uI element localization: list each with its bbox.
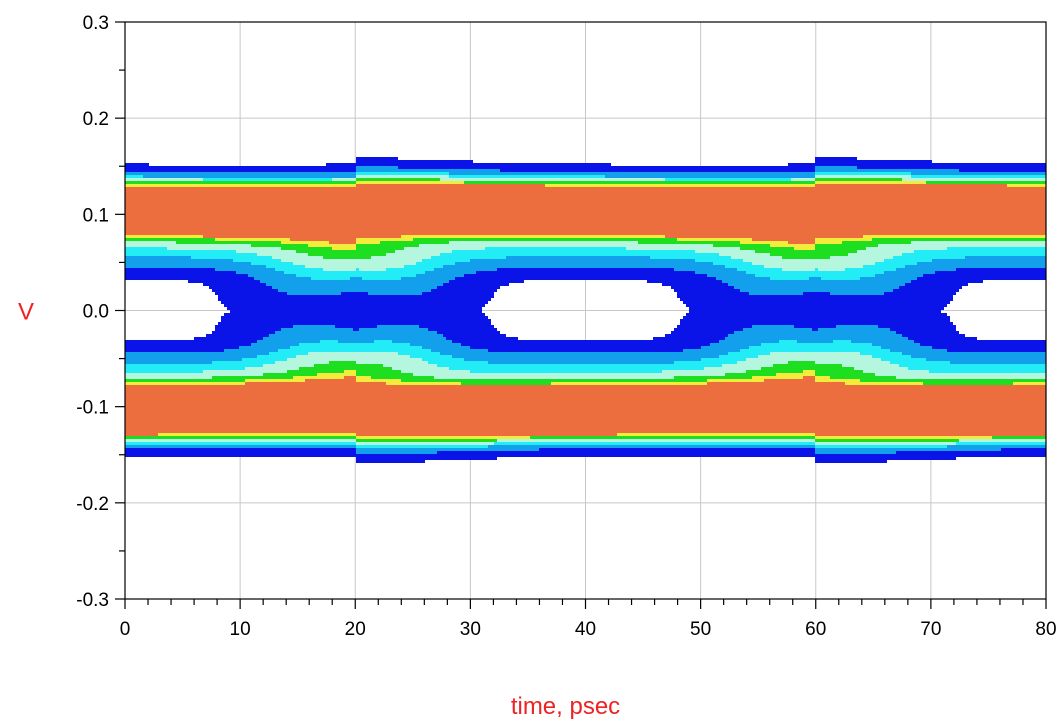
density-level-7 [125, 184, 1046, 436]
axis-ticks: 0 10 20 30 40 50 60 70 80 0.3 0.2 0.1 0.0 -0.1 -0.2 -0.… [76, 13, 1056, 640]
x-axis-label: time, psec [511, 693, 620, 720]
y-tick-label: -0.3 [76, 590, 109, 611]
density-level-6 [125, 181, 1046, 439]
x-tick-label: 20 [345, 619, 366, 640]
x-tick-label: 70 [920, 619, 941, 640]
y-tick-label: 0.2 [83, 109, 109, 130]
density-contours [125, 157, 1046, 463]
y-tick-label: 0.0 [83, 302, 109, 323]
x-tick-label: 0 [120, 619, 131, 640]
y-axis-label: V [18, 299, 34, 326]
x-tick-label: 10 [230, 619, 251, 640]
y-tick-label: -0.2 [76, 494, 109, 515]
y-tick-label: -0.1 [76, 398, 109, 419]
y-tick-label: 0.1 [83, 205, 109, 226]
x-tick-label: 60 [805, 619, 826, 640]
x-tick-label: 50 [690, 619, 711, 640]
x-tick-label: 30 [460, 619, 481, 640]
density-level-1 [125, 157, 1046, 463]
x-tick-label: 40 [575, 619, 596, 640]
y-tick-label: 0.3 [83, 13, 109, 34]
x-tick-label: 80 [1035, 619, 1056, 640]
